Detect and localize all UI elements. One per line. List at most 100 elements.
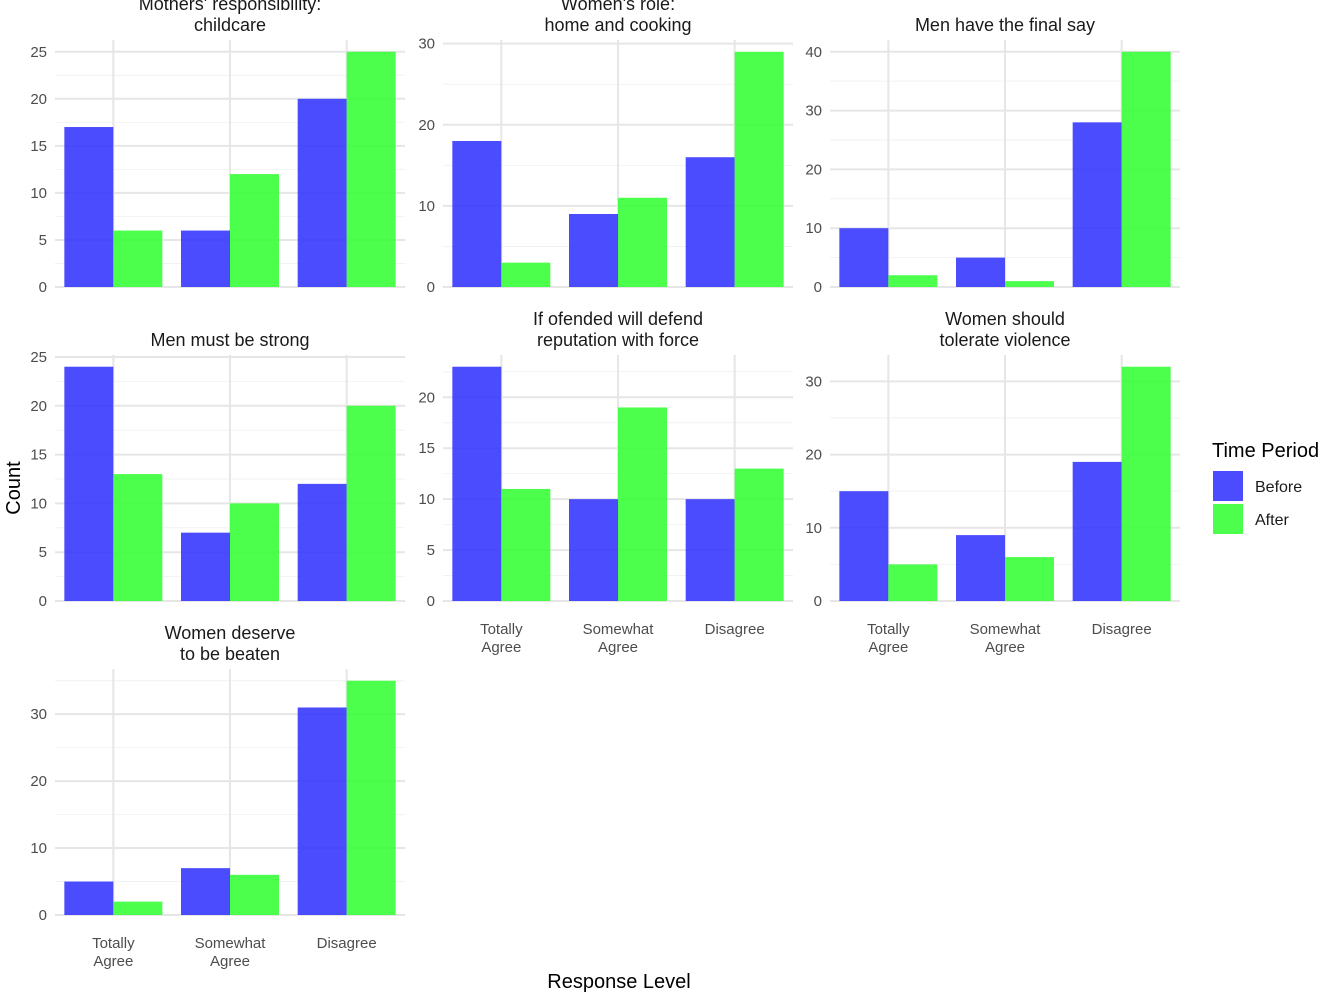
panel-title: Mothers' responsibility: [139, 0, 322, 14]
bar-before [297, 707, 347, 915]
panel-title: Men have the final say [915, 15, 1095, 35]
x-tick-label: Somewhat [195, 935, 267, 952]
bar-before [1072, 122, 1122, 287]
bar-after [230, 503, 279, 601]
x-tick-label: Agree [93, 953, 133, 970]
y-tick-label: 20 [30, 398, 47, 415]
bar-before [64, 127, 114, 288]
bar-after [1121, 51, 1171, 288]
y-tick-label: 20 [805, 447, 822, 464]
legend-key-before [1213, 471, 1243, 501]
bar-before [181, 868, 230, 915]
y-tick-label: 20 [418, 389, 435, 406]
y-tick-label: 30 [805, 103, 822, 120]
panel-title: tolerate violence [939, 330, 1070, 350]
bar-after [1005, 557, 1054, 601]
y-tick-label: 40 [805, 44, 822, 61]
bar-after [734, 51, 784, 288]
bar-before [64, 881, 114, 915]
panel-title: to be beaten [180, 644, 280, 664]
legend-key-after [1213, 504, 1243, 534]
y-tick-label: 30 [418, 36, 435, 53]
y-tick-label: 20 [30, 773, 47, 790]
x-tick-label: Totally [92, 935, 135, 952]
bar-after [1121, 366, 1171, 601]
x-tick-label: Somewhat [583, 621, 655, 638]
bar-after [734, 468, 784, 601]
y-tick-label: 10 [418, 491, 435, 508]
x-tick-label: Disagree [1092, 621, 1152, 638]
bar-before [452, 366, 502, 601]
y-tick-label: 25 [30, 44, 47, 61]
bar-before [956, 535, 1005, 601]
bar-after [346, 51, 396, 288]
bar-before [297, 98, 347, 287]
y-tick-label: 0 [39, 593, 47, 610]
y-tick-label: 0 [39, 907, 47, 924]
bar-after [230, 174, 279, 287]
y-tick-label: 10 [805, 520, 822, 537]
panel-5: 0 5 10 15 20 If ofended will defendreputation… [418, 309, 793, 656]
bar-before [181, 230, 230, 287]
legend-label-before: Before [1255, 479, 1302, 496]
bar-after [618, 197, 667, 287]
y-tick-label: 20 [805, 161, 822, 178]
x-axis-title: Response Level [547, 971, 690, 993]
panel-title: Women should [945, 309, 1065, 329]
bar-after [501, 262, 551, 287]
legend: Time Period Before After [1212, 440, 1319, 534]
y-tick-label: 10 [30, 495, 47, 512]
bar-before [297, 483, 347, 601]
x-tick-label: Totally [480, 621, 523, 638]
x-tick-label: Somewhat [970, 621, 1042, 638]
panel-title: If ofended will defend [533, 309, 703, 329]
panel-title: home and cooking [544, 15, 691, 35]
y-tick-label: 10 [30, 840, 47, 857]
bar-after [888, 275, 938, 287]
y-tick-label: 10 [805, 220, 822, 237]
bar-after [346, 680, 396, 915]
bar-before [64, 366, 114, 601]
y-tick-label: 30 [805, 373, 822, 390]
y-tick-label: 30 [30, 706, 47, 723]
x-tick-label: Disagree [705, 621, 765, 638]
bar-after [230, 874, 279, 915]
y-axis-title: Count [3, 461, 25, 515]
bar-before [452, 140, 502, 287]
panel-2: 0 10 20 30 Women's role:home and cooking [418, 0, 793, 296]
bar-before [181, 532, 230, 601]
panel-title: childcare [194, 15, 266, 35]
panel-1: 0 5 10 15 20 25 Mothers' responsibility:childc… [30, 0, 405, 296]
panel-title: reputation with force [537, 330, 699, 350]
bar-before [685, 157, 735, 287]
x-tick-label: Disagree [317, 935, 377, 952]
bar-after [113, 901, 163, 915]
bar-before [956, 257, 1005, 287]
y-tick-label: 5 [39, 232, 47, 249]
y-tick-label: 0 [814, 279, 822, 296]
y-tick-label: 10 [30, 185, 47, 202]
y-tick-label: 0 [427, 279, 435, 296]
bar-after [888, 564, 938, 601]
panel-title: Women's role: [561, 0, 675, 14]
y-tick-label: 15 [418, 440, 435, 457]
y-tick-label: 5 [39, 544, 47, 561]
legend-title: Time Period [1212, 440, 1319, 462]
bar-after [618, 407, 667, 601]
bar-after [1005, 281, 1054, 287]
y-tick-label: 0 [427, 593, 435, 610]
y-tick-label: 10 [418, 198, 435, 215]
bar-after [113, 474, 163, 601]
y-tick-label: 15 [30, 138, 47, 155]
bar-after [113, 230, 163, 287]
y-tick-label: 15 [30, 447, 47, 464]
y-tick-label: 0 [814, 593, 822, 610]
x-tick-label: Agree [598, 639, 638, 656]
x-tick-label: Agree [985, 639, 1025, 656]
bar-before [1072, 461, 1122, 601]
x-tick-label: Agree [481, 639, 521, 656]
